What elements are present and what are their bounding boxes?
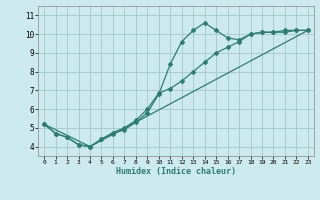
X-axis label: Humidex (Indice chaleur): Humidex (Indice chaleur) <box>116 167 236 176</box>
